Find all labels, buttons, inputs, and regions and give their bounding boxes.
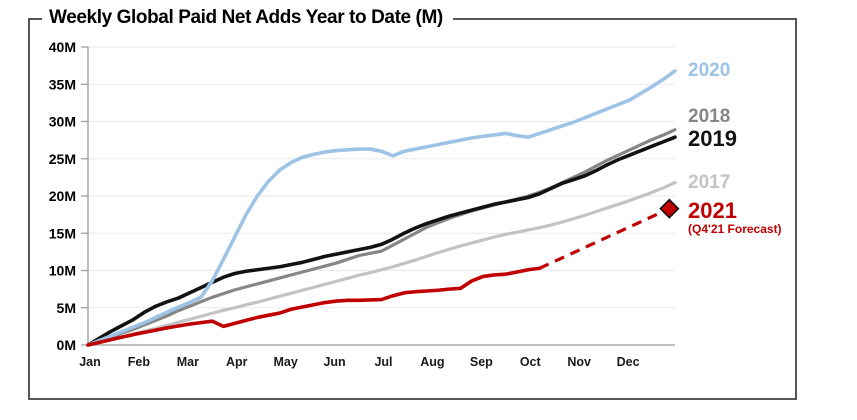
- series-label-2020: 2020: [688, 60, 731, 82]
- x-tick-label: Aug: [420, 355, 444, 369]
- x-tick-label: Sep: [470, 355, 493, 369]
- x-tick-label: May: [274, 355, 298, 369]
- chart-title: Weekly Global Paid Net Adds Year to Date…: [42, 6, 453, 31]
- y-tick-label: 20M: [49, 188, 76, 204]
- series-line-2020: [86, 69, 677, 347]
- series-label-2018: 2018: [688, 106, 731, 128]
- y-tick-label: 25M: [49, 151, 76, 167]
- y-tick-label: 0M: [57, 337, 76, 353]
- y-tick-label: 35M: [49, 76, 76, 92]
- series-label-2017: 2017: [688, 172, 731, 194]
- x-tick-label: Dec: [617, 355, 640, 369]
- y-tick-label: 10M: [49, 263, 76, 279]
- forecast-annotation: (Q4'21 Forecast): [688, 221, 782, 236]
- chart-panel: Weekly Global Paid Net Adds Year to Date…: [28, 6, 797, 400]
- y-tick-label: 40M: [49, 39, 76, 55]
- line-chart: 0M 5M 10M 15M 20M 25M 30M 35M 40M Jan Feb Mar Apr May…: [49, 39, 680, 369]
- series-line-2021: [86, 266, 542, 347]
- x-tick-label: Jul: [374, 355, 392, 369]
- x-tick-label: Jun: [323, 355, 345, 369]
- y-tick-label: 5M: [57, 300, 76, 316]
- series-line-2017: [86, 180, 677, 347]
- forecast-dashed-line: [538, 207, 671, 270]
- y-tick-label: 30M: [49, 114, 76, 130]
- series-label-2021: 2021: [688, 197, 737, 223]
- x-tick-label: Jan: [79, 355, 101, 369]
- x-tick-label: Mar: [177, 355, 199, 369]
- x-tick-label: Apr: [226, 355, 248, 369]
- series-label-2019: 2019: [688, 126, 737, 152]
- x-tick-label: Nov: [567, 355, 591, 369]
- series-line-2019: [86, 135, 677, 347]
- y-tick-label: 15M: [49, 225, 76, 241]
- x-tick-label: Feb: [128, 355, 151, 369]
- x-tick-label: Oct: [520, 355, 542, 369]
- series-line-2018: [86, 128, 677, 347]
- forecast-diamond-marker: [659, 198, 680, 219]
